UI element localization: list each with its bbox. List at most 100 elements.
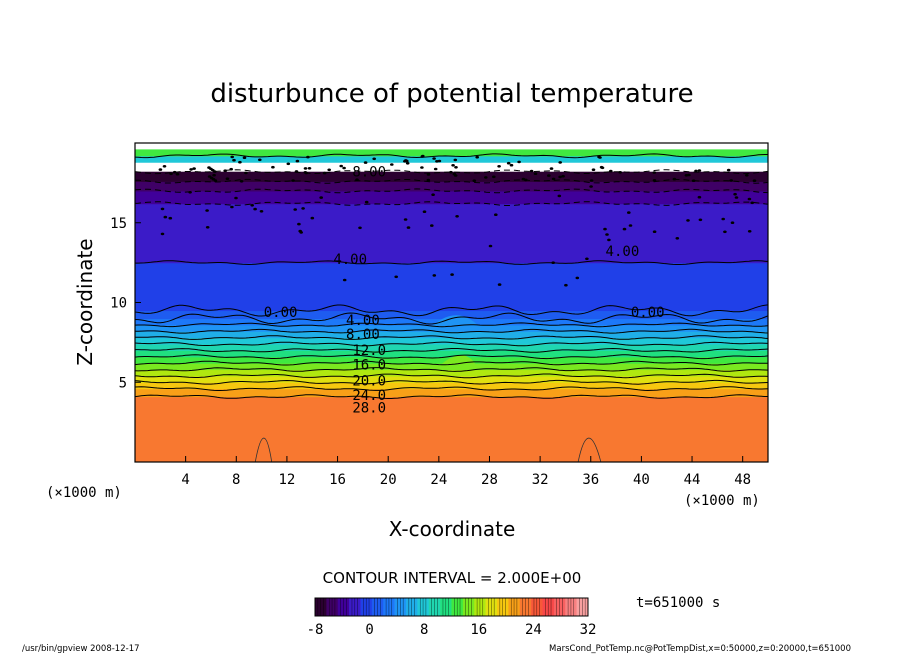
contour-band [135, 149, 768, 157]
texture-line [577, 437, 602, 462]
y-axis-unit: (×1000 m) [46, 485, 122, 501]
texture-dot [564, 283, 568, 287]
colorbar-tick-label: -8 [307, 622, 324, 638]
texture-dot [450, 273, 454, 276]
x-tick-label: 28 [481, 472, 498, 488]
contour-line [135, 201, 768, 206]
contour-label: 20.0 [352, 373, 386, 389]
contour-label: 8.00 [352, 165, 386, 181]
texture-dot [432, 157, 436, 160]
x-tick-label: 32 [532, 472, 549, 488]
texture-dot [433, 167, 438, 171]
x-tick-label: 4 [181, 472, 189, 488]
texture-dot [242, 156, 247, 159]
texture-dot [212, 173, 216, 177]
texture-dot [163, 215, 168, 219]
texture-dot [205, 226, 210, 229]
texture-dot [472, 179, 477, 182]
texture-dot [675, 237, 680, 240]
texture-dot [259, 210, 264, 213]
texture-dot [299, 231, 304, 234]
footer-right: MarsCond_PotTemp.nc@PotTempDist,x=0:5000… [549, 644, 851, 654]
texture-dot [752, 179, 757, 182]
texture-dot [232, 158, 236, 162]
contour-band [135, 190, 768, 205]
texture-dot [307, 167, 312, 170]
texture-dot [420, 166, 424, 169]
texture-dot [729, 179, 733, 182]
texture-dot [435, 160, 439, 163]
texture-dot [271, 165, 275, 169]
texture-dot [189, 168, 193, 171]
contour-line [135, 304, 768, 317]
texture-dot [405, 162, 410, 165]
texture-dot [426, 178, 431, 182]
texture-dot [339, 164, 344, 168]
texture-dot [394, 275, 399, 279]
texture-dot [698, 218, 703, 222]
contour-label: 28.0 [352, 401, 386, 417]
texture-dot [529, 169, 534, 173]
texture-dot [258, 158, 262, 162]
contour-band [135, 181, 768, 192]
contour-band [135, 369, 768, 377]
texture-dot [652, 171, 657, 174]
texture-dot [295, 159, 300, 163]
contour-line [135, 360, 768, 366]
x-tick-label: 20 [380, 472, 397, 488]
contour-band [135, 155, 768, 163]
contour-line [135, 312, 768, 325]
texture-dot [327, 168, 332, 172]
texture-dot [244, 171, 248, 175]
texture-dot [406, 226, 411, 229]
texture-dot [585, 257, 589, 261]
texture-dot [230, 155, 234, 159]
colorbar-tick-label: 24 [525, 622, 542, 638]
texture-dot [627, 211, 631, 214]
texture-dot [162, 165, 167, 168]
texture-dot [549, 167, 554, 170]
texture-dot [686, 219, 690, 222]
contour-line [135, 347, 768, 353]
texture-dot [509, 163, 514, 167]
x-axis-label: X-coordinate [389, 517, 516, 541]
contour-band [135, 343, 768, 351]
contour-line [135, 260, 768, 266]
texture-dot [303, 167, 308, 170]
contour-line [135, 178, 768, 184]
contour-line [135, 341, 768, 347]
contour-label: 8.00 [346, 327, 380, 343]
texture-dot [747, 197, 752, 201]
texture-bump [426, 315, 484, 332]
texture-dot [726, 168, 731, 172]
texture-dot [213, 179, 218, 182]
x-tick-label: 12 [278, 472, 295, 488]
y-tick-label: 10 [110, 296, 127, 312]
texture-dot [575, 276, 580, 280]
contour-band [135, 375, 768, 383]
contour-line [135, 367, 768, 372]
texture-dot [301, 207, 305, 210]
texture-dot [160, 207, 165, 211]
footer-left: /usr/bin/gpview 2008-12-17 [22, 644, 140, 654]
texture-dot [517, 160, 521, 164]
contour-line [135, 354, 768, 360]
contour-line [135, 335, 768, 340]
texture-dot [734, 196, 739, 199]
contour-line [135, 373, 768, 379]
texture-dot [239, 180, 244, 183]
x-tick-label: 24 [430, 472, 447, 488]
texture-dot [390, 163, 394, 166]
texture-dot [230, 205, 234, 209]
texture-dot [484, 176, 488, 179]
texture-dot [250, 204, 254, 207]
contour-band [135, 310, 768, 320]
texture-dot [455, 215, 459, 218]
texture-dot [431, 193, 435, 196]
contour-line [135, 322, 768, 328]
texture-dot [652, 230, 657, 233]
y-axis-label: Z-coordinate [73, 238, 97, 365]
contour-label: 24.0 [352, 388, 386, 404]
contour-interval: CONTOUR INTERVAL = 2.000E+00 [323, 569, 582, 587]
texture-dot [291, 179, 295, 182]
